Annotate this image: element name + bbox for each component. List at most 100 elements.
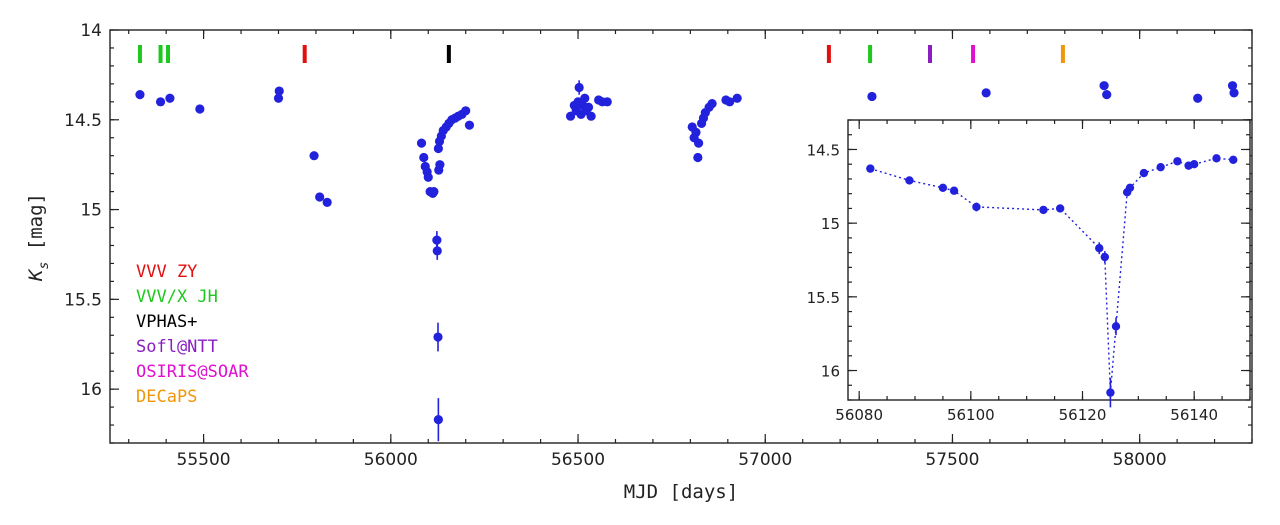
data-point <box>1106 388 1115 397</box>
x-tick-label: 56140 <box>1170 406 1218 424</box>
data-point <box>1212 154 1221 163</box>
data-point <box>1100 252 1110 262</box>
data-point <box>432 246 442 256</box>
survey-epoch-marker <box>1060 45 1065 63</box>
data-point <box>429 187 439 197</box>
legend-entry: VVV/X JH <box>136 287 218 307</box>
data-point <box>165 93 175 103</box>
survey-epoch-marker <box>927 45 932 63</box>
data-point <box>691 127 701 137</box>
data-point <box>433 332 443 342</box>
data-point <box>433 143 443 154</box>
data-point <box>423 172 433 182</box>
y-axis-label-sub: s <box>37 262 52 270</box>
survey-epoch-marker <box>826 45 831 63</box>
data-point <box>905 176 914 185</box>
data-point <box>432 235 442 245</box>
legend-entry: Sofl@NTT <box>136 337 218 357</box>
y-tick-label: 15.5 <box>807 289 840 307</box>
x-tick-label: 56080 <box>835 406 883 424</box>
y-axis-label: Ks [mag] <box>25 193 52 282</box>
y-axis-label-tail: [mag] <box>25 193 47 262</box>
data-point <box>1227 81 1238 91</box>
inset-x-axis: 56080 56100 56120 56140 <box>835 120 1251 424</box>
main-x-axis: 55500 56000 56500 57000 57500 58000 <box>128 30 1253 470</box>
data-point <box>1173 157 1182 166</box>
x-tick-label: 57500 <box>925 450 979 470</box>
data-point <box>135 90 145 100</box>
y-axis-label-main: K <box>25 268 47 282</box>
data-point <box>1102 90 1112 100</box>
survey-epoch-marker <box>137 45 142 63</box>
data-point <box>583 102 594 112</box>
legend-entry: VPHAS+ <box>136 312 197 332</box>
data-point <box>435 160 445 170</box>
survey-epoch-markers <box>137 45 1065 63</box>
x-tick-label: 58000 <box>1113 450 1167 470</box>
main-plot-frame <box>109 29 1253 444</box>
data-point <box>419 152 429 163</box>
data-point <box>949 186 959 195</box>
y-tick-label: 14 <box>80 21 102 41</box>
data-point <box>1156 162 1165 172</box>
data-point <box>155 97 166 107</box>
data-point <box>1111 322 1121 331</box>
x-tick-label: 56100 <box>947 406 995 424</box>
data-point <box>315 192 325 202</box>
survey-epoch-marker <box>868 45 873 63</box>
data-point <box>1055 204 1065 213</box>
data-point <box>972 202 981 212</box>
data-point <box>274 86 284 96</box>
data-point <box>693 138 704 148</box>
data-point <box>461 106 471 116</box>
legend-entry: OSIRIS@SOAR <box>136 362 249 382</box>
data-point <box>580 93 590 103</box>
data-point <box>1099 81 1109 91</box>
data-point <box>867 91 877 102</box>
y-tick-label: 15 <box>80 201 102 221</box>
y-tick-label: 14.5 <box>64 111 102 131</box>
y-tick-label: 14.5 <box>807 141 840 159</box>
inset-y-axis: 14.5 15 15.5 16 <box>807 119 1250 401</box>
data-point <box>1039 205 1048 215</box>
x-tick-label: 56120 <box>1059 406 1107 424</box>
legend-entry: VVV ZY <box>136 262 197 282</box>
data-point <box>1229 155 1238 164</box>
inset-dotted-line <box>870 157 1234 393</box>
data-point <box>725 97 735 107</box>
data-point <box>1095 244 1104 253</box>
data-point <box>416 138 427 148</box>
data-point <box>1229 88 1239 98</box>
data-point <box>1193 93 1203 103</box>
data-point <box>322 197 332 207</box>
data-point <box>602 97 612 107</box>
inset-data-points <box>866 154 1238 408</box>
data-point <box>938 183 948 192</box>
data-point <box>693 152 703 163</box>
survey-legend: VVV ZY VVV/X JH VPHAS+ Sofl@NTT OSIRIS@SOAR D… <box>136 262 249 407</box>
survey-epoch-marker <box>446 45 451 63</box>
data-point <box>273 93 284 103</box>
survey-epoch-marker <box>166 45 171 63</box>
data-point <box>866 164 875 173</box>
data-point <box>1139 168 1149 178</box>
main-data-points <box>135 80 1239 442</box>
y-tick-label: 16 <box>80 380 102 400</box>
data-point <box>586 111 596 121</box>
data-point <box>1189 160 1199 169</box>
y-tick-label: 15 <box>821 215 840 233</box>
y-tick-label: 16 <box>821 363 840 381</box>
inset-plot-frame <box>847 119 1251 401</box>
legend-entry: DECaPS <box>136 387 197 407</box>
data-point <box>464 120 475 130</box>
data-point <box>195 104 205 114</box>
survey-epoch-marker <box>302 45 307 63</box>
data-point <box>981 88 991 98</box>
survey-epoch-marker <box>158 45 163 63</box>
data-point <box>707 99 717 109</box>
x-axis-label: MJD [days] <box>624 481 738 503</box>
y-tick-label: 15.5 <box>64 290 102 310</box>
data-point <box>309 151 319 161</box>
x-tick-label: 57000 <box>738 450 792 470</box>
x-tick-label: 56500 <box>551 450 605 470</box>
